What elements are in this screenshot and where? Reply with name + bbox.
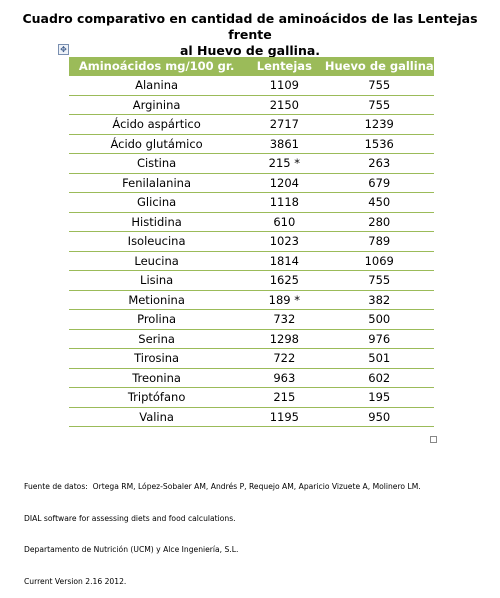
amino-acid-cell: Metionina [69, 290, 245, 310]
table-row: Triptófano 215 195 [69, 387, 434, 408]
amino-acid-cell: Leucina [69, 251, 245, 271]
source-note: Fuente de datos: Ortega RM, López-Sobale… [24, 461, 494, 598]
header-aminoacidos: Aminoácidos mg/100 gr. [69, 57, 245, 76]
amino-acid-cell: Alanina [69, 75, 245, 96]
title-line-1: Cuadro comparativo en cantidad de aminoá… [22, 11, 478, 42]
amino-acid-cell: Histidina [69, 212, 245, 232]
table-row: Ácido aspártico 2717 1239 [69, 114, 434, 135]
lentejas-cell: 215 * [244, 153, 325, 174]
amino-acid-cell: Arginina [69, 95, 245, 115]
lentejas-cell: 732 [244, 309, 325, 330]
header-huevo: Huevo de gallina [324, 57, 434, 76]
huevo-cell: 500 [324, 309, 434, 330]
huevo-cell: 195 [324, 387, 434, 408]
huevo-cell: 755 [324, 270, 434, 291]
source-line-2: DIAL software for assessing diets and fo… [24, 513, 236, 523]
lentejas-cell: 963 [244, 368, 325, 388]
huevo-cell: 280 [324, 212, 434, 232]
table-row: Leucina 1814 1069 [69, 251, 434, 271]
table-row: Histidina 610 280 [69, 212, 434, 232]
table-row: Lisina 1625 755 [69, 270, 434, 291]
amino-acid-cell: Isoleucina [69, 231, 245, 252]
lentejas-cell: 3861 [244, 134, 325, 154]
lentejas-cell: 1204 [244, 173, 325, 193]
huevo-cell: 602 [324, 368, 434, 388]
lentejas-cell: 722 [244, 348, 325, 369]
huevo-cell: 1536 [324, 134, 434, 154]
amino-acid-cell: Ácido glutámico [69, 134, 245, 154]
amino-acid-cell: Cistina [69, 153, 245, 174]
amino-acid-cell: Tirosina [69, 348, 245, 369]
huevo-cell: 501 [324, 348, 434, 369]
table-row: Valina 1195 950 [69, 407, 434, 427]
page-title: Cuadro comparativo en cantidad de aminoá… [20, 11, 480, 59]
huevo-cell: 755 [324, 95, 434, 115]
huevo-cell: 1239 [324, 114, 434, 135]
title-line-2: al Huevo de gallina. [179, 43, 321, 58]
lentejas-cell: 1298 [244, 329, 325, 349]
amino-acid-cell: Glicina [69, 192, 245, 213]
lentejas-cell: 1814 [244, 251, 325, 271]
amino-acid-cell: Treonina [69, 368, 245, 388]
table-row: Cistina 215 * 263 [69, 153, 434, 174]
table-row: Fenilalanina 1204 679 [69, 173, 434, 193]
source-line-4: Current Version 2.16 2012. [24, 576, 127, 586]
table-row: Arginina 2150 755 [69, 95, 434, 115]
lentejas-cell: 1118 [244, 192, 325, 213]
table-row: Alanina 1109 755 [69, 75, 434, 96]
amino-acid-cell: Prolina [69, 309, 245, 330]
huevo-cell: 976 [324, 329, 434, 349]
lentejas-cell: 1109 [244, 75, 325, 96]
amino-acid-cell: Valina [69, 407, 245, 427]
table-row: Metionina 189 * 382 [69, 290, 434, 310]
source-line-3: Departamento de Nutrición (UCM) y Alce I… [24, 545, 239, 554]
amino-acid-cell: Fenilalanina [69, 173, 245, 193]
table-header-row: Aminoácidos mg/100 gr. Lentejas Huevo de… [69, 57, 434, 76]
table-row: Treonina 963 602 [69, 368, 434, 388]
lentejas-cell: 1195 [244, 407, 325, 427]
header-lentejas: Lentejas [244, 57, 325, 76]
lentejas-cell: 2717 [244, 114, 325, 135]
huevo-cell: 789 [324, 231, 434, 252]
amino-acid-cell: Triptófano [69, 387, 245, 408]
lentejas-cell: 189 * [244, 290, 325, 310]
huevo-cell: 1069 [324, 251, 434, 271]
lentejas-cell: 1625 [244, 270, 325, 291]
table-row: Glicina 1118 450 [69, 192, 434, 213]
amino-acid-table: Aminoácidos mg/100 gr. Lentejas Huevo de… [69, 57, 434, 427]
amino-acid-cell: Ácido aspártico [69, 114, 245, 135]
table-row: Serina 1298 976 [69, 329, 434, 349]
table-resize-handle[interactable] [430, 436, 437, 443]
lentejas-cell: 2150 [244, 95, 325, 115]
table-row: Tirosina 722 501 [69, 348, 434, 369]
table-row: Ácido glutámico 3861 1536 [69, 134, 434, 154]
source-line-1: Fuente de datos: Ortega RM, López-Sobale… [24, 482, 421, 491]
huevo-cell: 950 [324, 407, 434, 427]
lentejas-cell: 1023 [244, 231, 325, 252]
table-row: Prolina 732 500 [69, 309, 434, 330]
amino-acid-cell: Lisina [69, 270, 245, 291]
huevo-cell: 382 [324, 290, 434, 310]
huevo-cell: 450 [324, 192, 434, 213]
lentejas-cell: 215 [244, 387, 325, 408]
move-cross-icon[interactable]: ✥ [58, 44, 69, 55]
huevo-cell: 679 [324, 173, 434, 193]
table-row: Isoleucina 1023 789 [69, 231, 434, 252]
lentejas-cell: 610 [244, 212, 325, 232]
huevo-cell: 755 [324, 75, 434, 96]
huevo-cell: 263 [324, 153, 434, 174]
amino-acid-cell: Serina [69, 329, 245, 349]
